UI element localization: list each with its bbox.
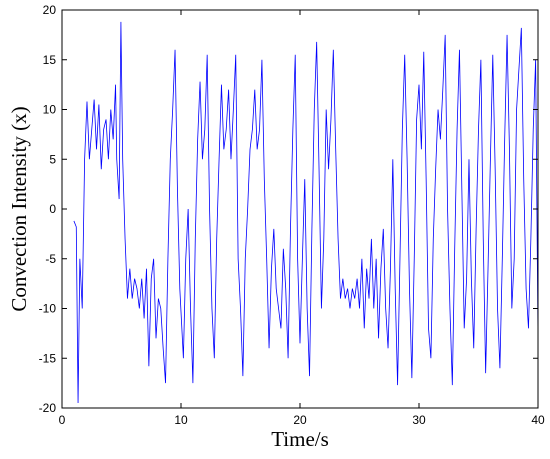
y-tick-label: 5	[49, 152, 56, 166]
x-tick-label: 40	[531, 413, 545, 427]
x-tick-label: 10	[174, 413, 188, 427]
y-axis-label: Convection Intensity (x)	[7, 106, 31, 311]
x-tick-label: 20	[293, 413, 307, 427]
y-tick-label: 10	[43, 103, 57, 117]
y-tick-label: 20	[43, 3, 57, 17]
y-tick-label: 15	[43, 53, 57, 67]
data-line	[73, 21, 539, 404]
x-tick-label: 30	[412, 413, 426, 427]
plot-area	[62, 10, 538, 408]
y-tick-label: -5	[45, 252, 56, 266]
y-tick-label: -20	[39, 401, 57, 415]
y-tick-label: 0	[49, 202, 56, 216]
x-axis-label: Time/s	[271, 427, 329, 451]
y-tick-label: -15	[39, 351, 57, 365]
x-tick-label: 0	[59, 413, 66, 427]
y-tick-label: -10	[39, 302, 57, 316]
